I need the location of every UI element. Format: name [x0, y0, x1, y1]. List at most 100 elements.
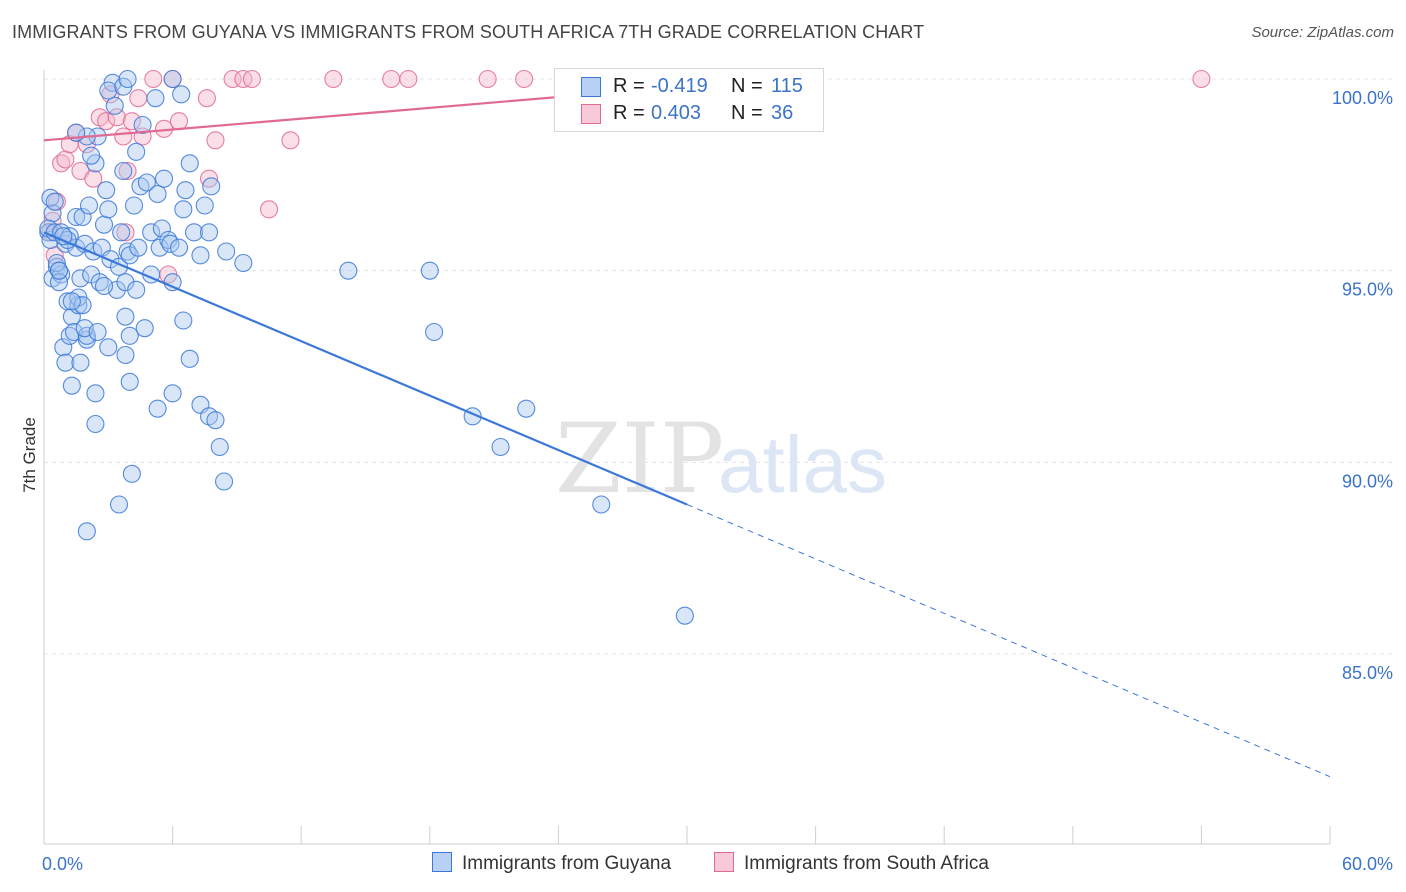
point-guyana: [86, 384, 105, 403]
y-axis-label: 7th Grade: [20, 417, 39, 493]
point-south-africa: [144, 69, 163, 89]
bottom-legend-guyana: Immigrants from Guyana: [432, 852, 671, 875]
point-south-africa: [199, 169, 219, 188]
point-south-africa: [324, 69, 343, 89]
point-guyana: [152, 219, 171, 238]
chart-title: IMMIGRANTS FROM GUYANA VS IMMIGRANTS FRO…: [12, 22, 925, 42]
point-guyana: [45, 192, 64, 211]
legend-n-value: 115: [771, 75, 803, 97]
point-south-africa: [129, 89, 148, 108]
point-south-africa: [169, 112, 189, 131]
stats-legend: R = -0.419 N = 115 R = 0.403 N = 36: [554, 68, 824, 132]
point-guyana: [195, 196, 214, 215]
point-guyana: [94, 276, 114, 296]
bottom-legend-south-africa: Immigrants from South Africa: [714, 852, 989, 875]
point-south-africa: [116, 223, 135, 242]
x-tick-label-min: 0.0%: [42, 854, 83, 874]
point-guyana: [73, 207, 92, 227]
point-guyana: [180, 154, 199, 173]
point-guyana: [172, 85, 191, 104]
point-guyana: [62, 307, 81, 326]
point-south-africa: [206, 131, 225, 150]
bottom-legend-swatch-blue: [432, 852, 452, 872]
watermark-atlas: atlas: [718, 420, 887, 509]
point-south-africa: [122, 112, 141, 131]
legend-row-south-africa: R = 0.403 N = 36: [555, 100, 823, 128]
point-guyana: [62, 292, 81, 311]
point-guyana: [67, 207, 86, 227]
point-south-africa: [259, 200, 279, 219]
point-south-africa: [223, 69, 242, 89]
point-guyana: [86, 414, 105, 434]
gridlines: [44, 78, 1393, 655]
point-guyana: [47, 253, 66, 273]
bottom-legend-label-guyana: Immigrants from Guyana: [462, 853, 672, 874]
point-guyana: [79, 196, 99, 215]
y-tick-labels: 100.0% 95.0% 90.0% 85.0%: [1332, 88, 1393, 683]
point-guyana: [148, 399, 167, 418]
point-guyana: [105, 96, 124, 115]
point-guyana: [180, 349, 199, 368]
point-south-africa: [515, 69, 534, 89]
point-guyana: [154, 169, 174, 188]
point-guyana: [176, 181, 195, 200]
point-guyana: [114, 161, 133, 181]
point-guyana: [54, 338, 73, 357]
legend-r-value: 0.403: [651, 102, 702, 124]
y-tick-label: 100.0%: [1332, 88, 1393, 108]
point-guyana: [120, 326, 139, 345]
point-guyana: [517, 399, 536, 418]
point-guyana: [77, 326, 96, 345]
point-guyana: [184, 223, 204, 242]
point-guyana: [97, 181, 116, 200]
legend-r-label: R =: [613, 75, 645, 97]
point-guyana: [174, 311, 193, 330]
y-tick-label: 95.0%: [1342, 280, 1393, 300]
series-south-africa: [41, 69, 1211, 284]
y-tick-label: 90.0%: [1342, 471, 1393, 491]
axes: [43, 70, 1331, 845]
point-guyana: [127, 280, 146, 299]
point-guyana: [99, 81, 118, 100]
point-guyana: [99, 200, 118, 219]
point-guyana: [77, 522, 96, 541]
point-guyana: [592, 495, 611, 514]
legend-row-guyana: R = -0.419 N = 115: [555, 73, 823, 101]
point-south-africa: [1192, 69, 1211, 89]
point-guyana: [137, 173, 156, 192]
point-south-africa: [197, 89, 216, 108]
bottom-legend-label-south-africa: Immigrants from South Africa: [744, 853, 989, 874]
point-south-africa: [84, 169, 103, 188]
point-guyana: [122, 464, 141, 483]
point-guyana: [148, 184, 167, 204]
point-guyana: [142, 223, 161, 242]
x-tick-label-max: 60.0%: [1342, 854, 1393, 874]
point-guyana: [169, 238, 189, 257]
point-guyana: [88, 322, 107, 342]
point-south-africa: [281, 131, 300, 150]
point-guyana: [116, 345, 135, 365]
point-guyana: [94, 215, 114, 234]
point-guyana: [217, 242, 236, 261]
point-guyana: [210, 437, 229, 457]
point-guyana: [73, 296, 92, 315]
legend-r-label: R =: [613, 102, 645, 124]
point-guyana: [109, 495, 129, 514]
trend-line-guyana: [43, 231, 688, 506]
point-guyana: [163, 69, 182, 89]
point-guyana: [425, 322, 444, 342]
point-guyana: [62, 376, 81, 395]
point-south-africa: [382, 69, 401, 89]
point-south-africa: [478, 69, 497, 89]
series-guyana: [39, 69, 694, 625]
point-guyana: [116, 307, 135, 326]
point-south-africa: [107, 108, 126, 127]
point-guyana: [118, 69, 137, 89]
chart-source: Source: ZipAtlas.com: [1251, 24, 1394, 41]
point-guyana: [49, 261, 69, 280]
legend-swatch-pink: [581, 104, 601, 124]
point-guyana: [675, 606, 694, 625]
point-guyana: [56, 353, 75, 372]
point-guyana: [127, 142, 146, 161]
trend-line-guyana-extrapolated: [686, 504, 1331, 778]
